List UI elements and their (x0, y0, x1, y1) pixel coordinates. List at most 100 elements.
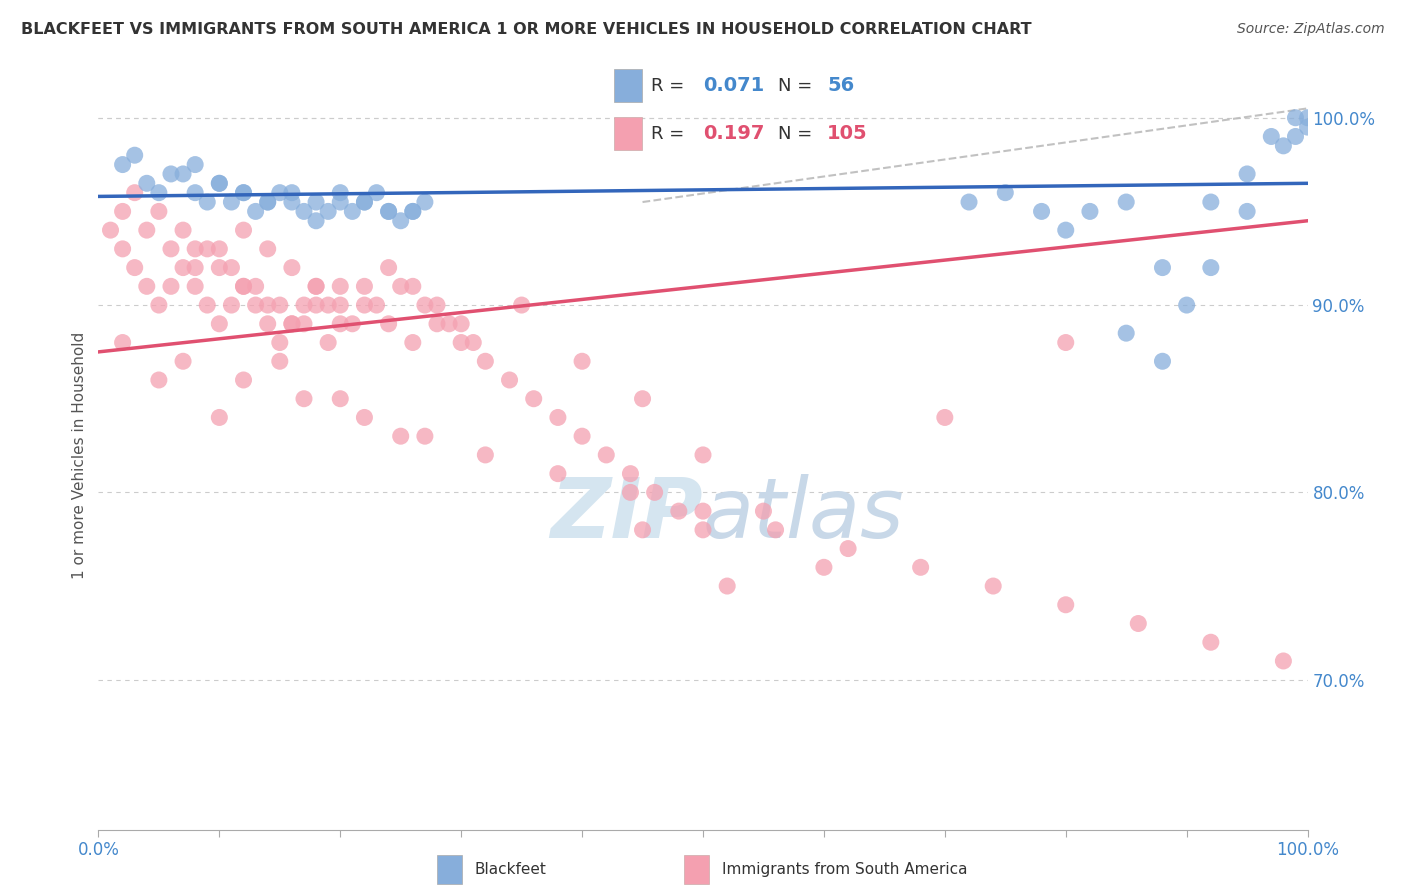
Point (305, 279, 328, 293)
Point (377, 317, 399, 331)
Point (329, 279, 352, 293)
Point (172, 167, 194, 181)
Point (1152, 260, 1174, 275)
Point (292, 298, 315, 312)
Point (716, 579, 738, 593)
Point (305, 195, 328, 210)
Point (148, 298, 170, 312)
Point (208, 176, 231, 190)
Point (450, 335, 472, 350)
Point (195, 242, 218, 256)
Point (232, 279, 254, 293)
Text: 105: 105 (827, 124, 868, 144)
Point (1284, 111, 1306, 125)
Point (232, 186, 254, 200)
Point (184, 260, 207, 275)
Point (148, 204, 170, 219)
Text: R =: R = (651, 77, 690, 95)
Point (1199, 635, 1222, 649)
Point (281, 317, 304, 331)
Point (366, 186, 388, 200)
Point (232, 279, 254, 293)
Point (402, 279, 425, 293)
Point (329, 298, 352, 312)
Point (765, 523, 787, 537)
Point (631, 523, 654, 537)
Point (281, 317, 304, 331)
Point (329, 186, 352, 200)
Text: Immigrants from South America: Immigrants from South America (721, 863, 967, 877)
Text: 0.071: 0.071 (703, 76, 765, 95)
Point (402, 335, 425, 350)
Point (124, 260, 146, 275)
Point (245, 279, 267, 293)
Y-axis label: 1 or more Vehicles in Household: 1 or more Vehicles in Household (72, 331, 87, 579)
Point (1128, 616, 1150, 631)
Point (910, 560, 932, 574)
Point (269, 186, 291, 200)
Text: Blackfeet: Blackfeet (474, 863, 546, 877)
Point (160, 167, 183, 181)
Bar (437, 855, 461, 884)
Point (160, 279, 183, 293)
Point (981, 579, 1004, 593)
Point (426, 317, 449, 331)
Point (292, 317, 315, 331)
Point (1296, 111, 1319, 125)
Point (1236, 167, 1258, 181)
Point (135, 223, 157, 237)
Point (195, 195, 218, 210)
Point (221, 195, 243, 210)
Point (316, 204, 339, 219)
Point (124, 186, 146, 200)
Point (957, 195, 980, 210)
Point (692, 523, 714, 537)
Point (934, 410, 956, 425)
Point (547, 467, 569, 481)
Point (389, 429, 412, 443)
Point (100, 223, 122, 237)
Point (135, 176, 157, 190)
Point (281, 260, 304, 275)
Point (269, 354, 291, 368)
Point (208, 242, 231, 256)
Point (377, 204, 399, 219)
Point (547, 410, 569, 425)
Point (426, 298, 449, 312)
Point (111, 335, 134, 350)
Point (402, 204, 425, 219)
Bar (614, 70, 641, 102)
Point (523, 392, 546, 406)
Point (160, 242, 183, 256)
Point (245, 204, 267, 219)
Point (474, 354, 496, 368)
Point (208, 317, 231, 331)
Point (994, 186, 1017, 200)
Point (619, 467, 641, 481)
Point (269, 298, 291, 312)
Point (208, 410, 231, 425)
Point (172, 354, 194, 368)
Point (221, 260, 243, 275)
Point (631, 392, 654, 406)
Text: 0.197: 0.197 (703, 124, 765, 144)
Point (413, 429, 436, 443)
Point (305, 298, 328, 312)
Point (837, 541, 859, 556)
Point (813, 560, 835, 574)
Point (232, 373, 254, 387)
Bar (614, 118, 641, 150)
Point (437, 317, 460, 331)
Point (111, 204, 134, 219)
Point (692, 504, 714, 518)
Point (571, 354, 593, 368)
Text: atlas: atlas (703, 475, 904, 556)
Point (342, 317, 364, 331)
Point (413, 195, 436, 210)
Point (1078, 204, 1101, 219)
Point (1272, 138, 1295, 153)
Point (1054, 598, 1077, 612)
Point (1054, 223, 1077, 237)
Point (1115, 326, 1137, 341)
Point (256, 317, 278, 331)
